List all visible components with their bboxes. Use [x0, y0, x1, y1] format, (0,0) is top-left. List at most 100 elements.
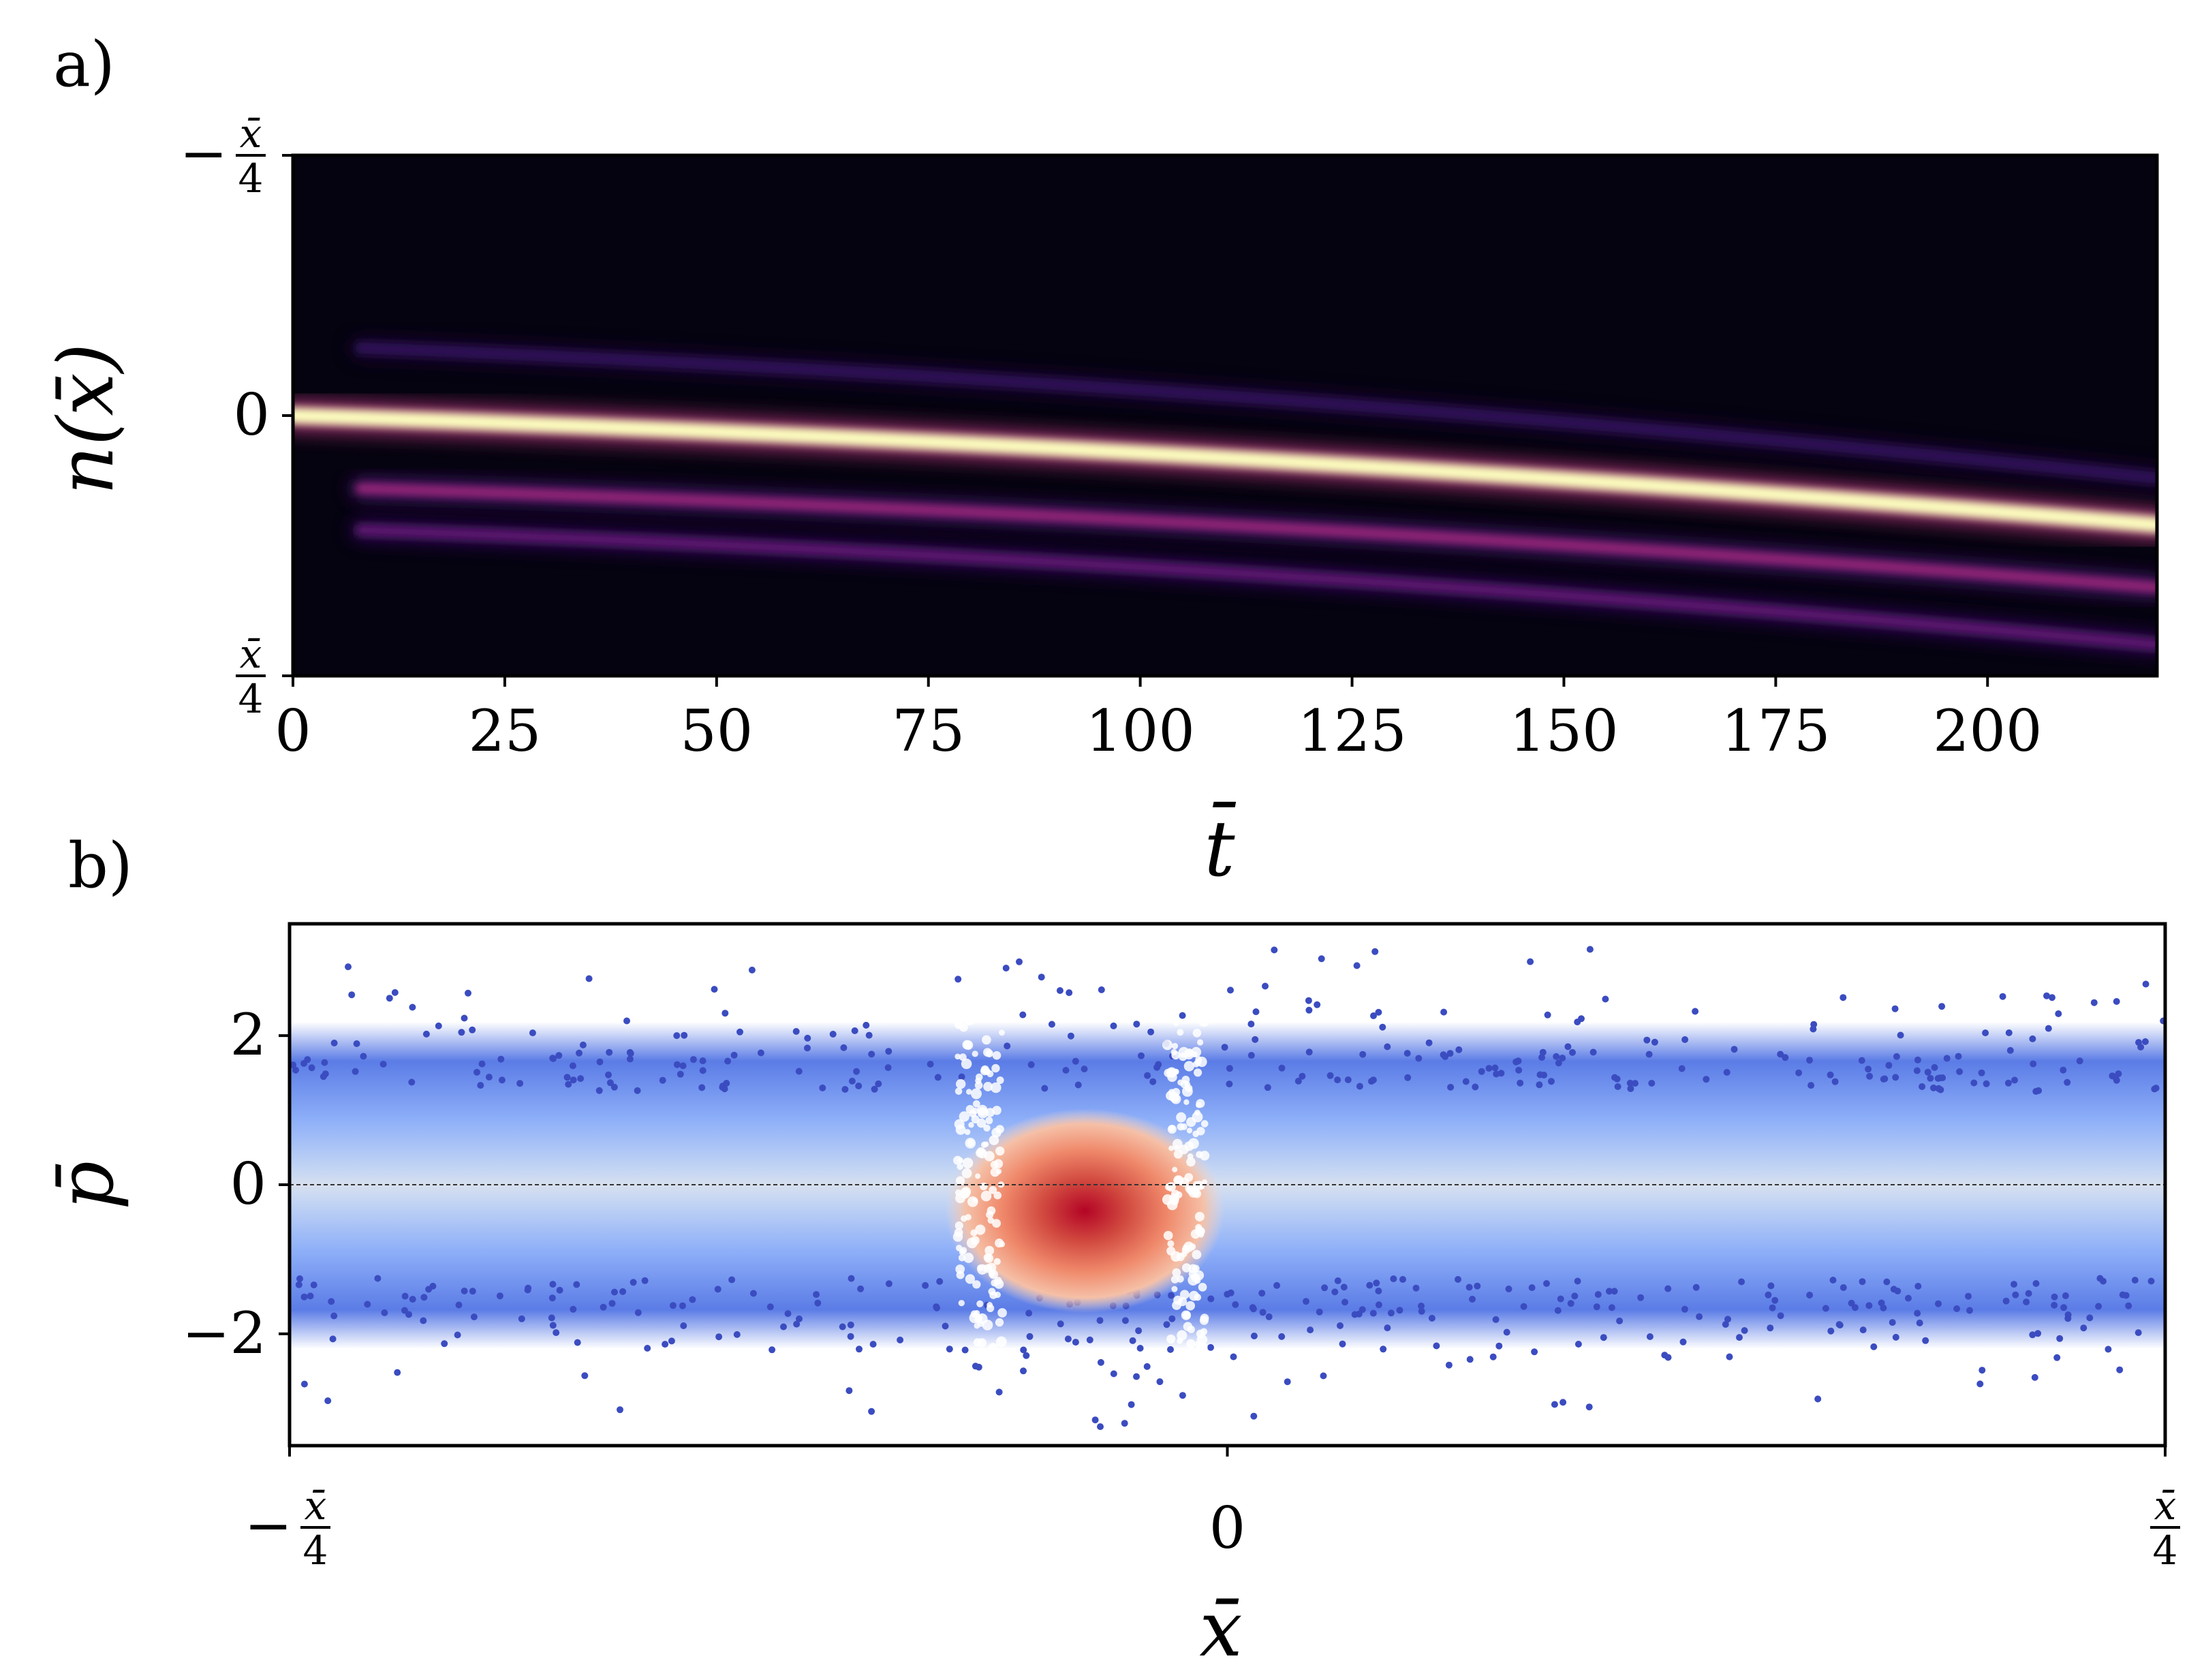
scatter-point: [465, 989, 471, 997]
scatter-point: [1769, 1304, 1776, 1311]
scatter-point: [748, 966, 756, 974]
scatter-point: [360, 1053, 367, 1060]
scatter-point: [1250, 1333, 1258, 1339]
scatter-point: [569, 1062, 576, 1070]
scatter-point: [1387, 1309, 1395, 1317]
scatter-point: [1440, 1051, 1447, 1059]
scatter-point: [1227, 986, 1234, 994]
scatter-point: [793, 1320, 801, 1328]
scatter-point: [290, 1061, 297, 1069]
scatter-point: [1230, 1353, 1237, 1360]
scatter-point: [2076, 1057, 2083, 1065]
scatter-point: [1956, 1068, 1964, 1075]
gap-point: [1172, 1268, 1181, 1277]
scatter-point: [1982, 1029, 1989, 1037]
gap-point: [982, 1035, 991, 1045]
scatter-point: [1976, 1380, 1984, 1388]
scatter-point: [728, 1276, 736, 1284]
scatter-point: [1893, 1053, 1900, 1060]
scatter-point: [374, 1275, 382, 1282]
scatter-point: [498, 1076, 506, 1084]
scatter-point: [721, 1010, 729, 1017]
scatter-point: [841, 1086, 849, 1093]
scatter-point: [2060, 1304, 2068, 1311]
scatter-point: [679, 1062, 687, 1070]
scatter-point: [1771, 1296, 1779, 1304]
scatter-point: [2135, 1329, 2142, 1337]
scatter-point: [1390, 1275, 1397, 1283]
scatter-point: [496, 1292, 503, 1300]
scatter-point: [1578, 1015, 1585, 1023]
scatter-point: [1489, 1353, 1497, 1360]
dense-cluster: [945, 1108, 1225, 1313]
gap-point: [1166, 1199, 1178, 1211]
scatter-point: [1284, 1378, 1291, 1386]
scatter-point: [1207, 1343, 1214, 1351]
gap-point: [961, 1186, 972, 1197]
scatter-point: [1543, 1280, 1550, 1287]
scatter-point: [1602, 995, 1609, 1003]
gap-point: [985, 1049, 993, 1057]
scatter-point: [1027, 1061, 1035, 1068]
x-tick-label-a-25: 25: [468, 698, 541, 764]
scatter-point: [576, 1049, 583, 1057]
y-tick-label-b-2: 2: [230, 1001, 266, 1068]
gap-point: [1186, 1127, 1193, 1134]
scatter-point: [570, 1076, 577, 1084]
scatter-point: [2142, 980, 2149, 988]
gap-point: [985, 1117, 993, 1125]
scatter-point: [724, 1057, 732, 1065]
scatter-point: [478, 1060, 486, 1068]
scatter-point: [574, 1339, 581, 1346]
scatter-point: [1041, 1085, 1049, 1092]
gap-point: [954, 1221, 963, 1230]
scatter-point: [1128, 1401, 1135, 1408]
gap-point: [955, 1176, 965, 1185]
scatter-point: [1827, 1327, 1835, 1335]
scatter-point: [1433, 1342, 1440, 1350]
gap-point: [975, 1077, 982, 1084]
scatter-point: [555, 1052, 563, 1059]
scatter-point: [1865, 1065, 1872, 1073]
scatter-point: [1859, 1278, 1866, 1286]
scatter-point: [1827, 1071, 1834, 1078]
scatter-point: [1528, 1284, 1536, 1292]
y-tick-label-a-0-numerator: x̄: [240, 110, 262, 157]
scatter-point: [1446, 1050, 1454, 1057]
scatter-point: [698, 1084, 706, 1091]
gap-point: [955, 1078, 966, 1089]
scatter-point: [961, 1346, 969, 1354]
scatter-point: [549, 1281, 557, 1288]
scatter-point: [310, 1281, 317, 1289]
gap-point: [1171, 1286, 1178, 1292]
scatter-point: [1931, 1063, 1938, 1071]
scatter-point: [1564, 1043, 1572, 1051]
gap-point: [1199, 1151, 1210, 1161]
gap-point: [976, 1313, 988, 1324]
scatter-point: [766, 1303, 774, 1311]
scatter-point: [1307, 1326, 1314, 1334]
scatter-point: [662, 1341, 669, 1348]
scatter-point: [1970, 1079, 1978, 1087]
gap-point: [963, 1252, 974, 1263]
scatter-point: [394, 1369, 401, 1376]
gap-point: [967, 1139, 974, 1147]
scatter-point: [1810, 1025, 1817, 1033]
gap-point: [1173, 1020, 1179, 1027]
gap-point: [965, 1274, 976, 1284]
gap-point: [972, 1100, 980, 1108]
gap-point: [1192, 1028, 1202, 1038]
gap-point: [954, 1053, 961, 1060]
scatter-point: [352, 1068, 359, 1075]
gap-point: [997, 1308, 1007, 1318]
scatter-point: [1632, 1080, 1639, 1087]
scatter-point: [863, 1021, 870, 1029]
gap-point: [959, 1111, 969, 1122]
scatter-point: [1004, 1042, 1011, 1050]
scatter-point: [1586, 946, 1594, 953]
scatter-point: [1978, 1069, 1985, 1076]
scatter-point: [1262, 982, 1269, 990]
gap-point: [1170, 1275, 1179, 1284]
scatter-point: [2055, 1010, 2062, 1017]
scatter-point: [1889, 1319, 1896, 1326]
